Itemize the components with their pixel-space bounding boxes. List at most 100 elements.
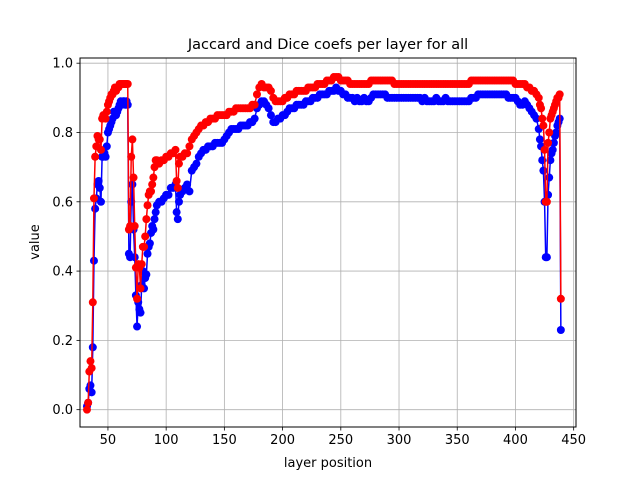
- data-point: [89, 194, 98, 203]
- x-axis-label: layer position: [284, 456, 372, 471]
- ticks: 50 100 150 200 250 300 350 400 450 0.0 0.2 0.4 0.6 0.…: [52, 57, 586, 448]
- data-point: [130, 253, 139, 262]
- data-point: [142, 270, 151, 279]
- x-tick-label: 50: [100, 433, 117, 448]
- data-point: [266, 86, 275, 95]
- data-point: [542, 197, 551, 206]
- data-point: [95, 135, 104, 144]
- data-point: [192, 159, 201, 168]
- data-point: [532, 114, 541, 123]
- data-point: [250, 100, 259, 109]
- data-point: [549, 138, 558, 147]
- data-point: [183, 180, 192, 189]
- data-point: [96, 145, 105, 154]
- data-point: [123, 79, 132, 88]
- data-point: [173, 215, 182, 224]
- data-point: [86, 381, 95, 390]
- data-point: [172, 177, 181, 185]
- data-point: [137, 260, 146, 269]
- data-point: [141, 232, 150, 241]
- data-point: [185, 142, 194, 151]
- data-point: [555, 90, 564, 99]
- data-point: [88, 298, 97, 307]
- data-point: [250, 114, 259, 123]
- y-tick-label: 0.4: [52, 265, 73, 280]
- data-point: [151, 208, 160, 217]
- data-point: [174, 159, 183, 168]
- data-point: [266, 111, 275, 120]
- data-point: [164, 190, 173, 199]
- data-point: [556, 294, 565, 303]
- x-tick-label: 450: [561, 433, 586, 448]
- data-point: [133, 294, 142, 303]
- x-tick-label: 350: [445, 433, 470, 448]
- data-point: [539, 121, 548, 130]
- data-point: [91, 152, 100, 161]
- data-point: [91, 204, 100, 213]
- data-point: [145, 239, 154, 248]
- data-point: [94, 177, 103, 185]
- x-tick-label: 400: [503, 433, 528, 448]
- data-point: [101, 114, 110, 123]
- x-tick-label: 300: [387, 433, 412, 448]
- data-point: [101, 152, 110, 161]
- series-0: [82, 83, 565, 411]
- data-point: [102, 107, 111, 116]
- y-tick-label: 0.6: [52, 195, 73, 210]
- data-point: [127, 152, 136, 161]
- data-point: [86, 357, 95, 366]
- chart-title: Jaccard and Dice coefs per layer for all: [187, 37, 468, 53]
- data-point: [143, 249, 152, 258]
- data-point: [82, 405, 91, 414]
- data-point: [143, 201, 152, 210]
- series-1: [82, 73, 565, 414]
- data-point: [171, 145, 180, 154]
- y-tick-label: 1.0: [52, 57, 73, 72]
- y-axis-label: value: [28, 224, 43, 260]
- data-point: [88, 343, 97, 352]
- plot-frame: [79, 57, 577, 428]
- data-point: [95, 183, 104, 192]
- data-point: [264, 104, 273, 113]
- data-point: [142, 215, 151, 224]
- y-tick-label: 0.0: [52, 403, 73, 418]
- data-point: [252, 90, 261, 99]
- y-tick-label: 0.8: [52, 126, 73, 141]
- data-point: [534, 93, 543, 102]
- data-point: [130, 222, 139, 231]
- data-point: [540, 145, 549, 154]
- grid: [80, 58, 576, 427]
- data-point: [174, 197, 183, 206]
- data-point: [545, 128, 554, 137]
- x-tick-label: 250: [328, 433, 353, 448]
- data-point: [538, 114, 547, 123]
- data-point: [148, 180, 157, 189]
- data-point: [128, 135, 137, 144]
- data-point: [535, 135, 544, 144]
- data-point: [537, 104, 546, 113]
- data-point: [542, 253, 551, 262]
- x-tick-label: 200: [270, 433, 295, 448]
- data-point: [172, 208, 181, 217]
- data-point: [87, 364, 96, 373]
- data-point: [87, 388, 96, 397]
- data-point: [133, 322, 142, 331]
- data-point: [140, 242, 149, 251]
- data-point: [556, 325, 565, 334]
- data-point: [539, 166, 548, 175]
- data-point: [183, 149, 192, 158]
- x-tick-label: 100: [154, 433, 179, 448]
- data-point: [173, 183, 182, 192]
- data-point: [96, 197, 105, 206]
- data-point: [150, 215, 159, 224]
- data-point: [129, 173, 138, 182]
- series-layer: [82, 73, 565, 414]
- data-point: [128, 180, 137, 189]
- y-tick-label: 0.2: [52, 334, 73, 349]
- data-point: [548, 145, 557, 154]
- data-point: [552, 128, 561, 137]
- data-point: [149, 173, 158, 182]
